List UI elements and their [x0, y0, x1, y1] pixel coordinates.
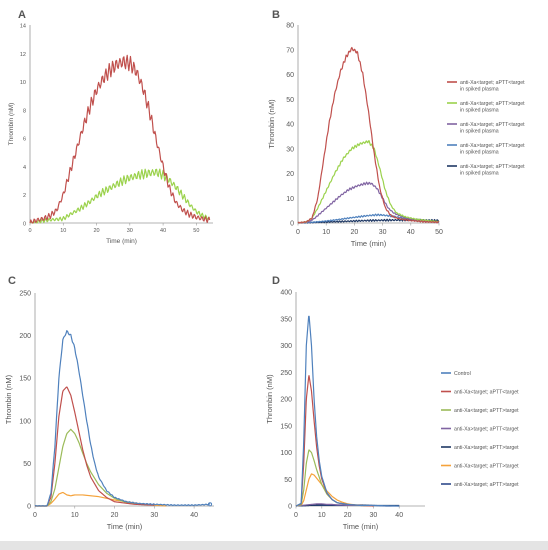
panel-c-x-tick-label: 40 — [190, 512, 198, 519]
panel-b-letter: B — [272, 9, 280, 21]
panel-b-y-tick-label: 70 — [286, 47, 294, 54]
panel-b-y-tick-label: 50 — [286, 97, 294, 104]
panel-c-y-tick-label: 250 — [19, 291, 31, 298]
panel-a-x-tick-label: 20 — [93, 228, 99, 234]
panel-b-y-tick-label: 80 — [286, 23, 294, 30]
panel-b-legend-label-cont: in spiked plasma — [460, 171, 499, 177]
panel-a-letter: A — [18, 9, 26, 21]
panel-d-y-tick-label: 200 — [280, 397, 292, 404]
panel-b-y-tick-label: 10 — [286, 196, 294, 203]
panel-a-series-line — [29, 54, 211, 224]
panel-d-y-tick-label: 400 — [280, 290, 292, 297]
panel-d-x-axis-title: Time (min) — [343, 522, 379, 531]
panel-a-x-axis-title: Time (min) — [106, 238, 137, 245]
panel-d-legend-label: anti-Xa>target; aPTT>target — [454, 445, 519, 451]
panel-c-x-tick-label: 30 — [150, 512, 158, 519]
panel-d-y-tick-label: 250 — [280, 370, 292, 377]
panel-a-y-tick-label: 8 — [23, 108, 26, 114]
panel-a-x-tick-label: 50 — [193, 228, 199, 234]
panel-b-legend-label-cont: in spiked plasma — [460, 87, 499, 93]
panel-b-y-tick-label: 30 — [286, 146, 294, 153]
panel-d-y-tick-label: 0 — [288, 504, 292, 511]
panel-d-legend-label: anti-Xa>target; aPTT>target — [454, 482, 519, 488]
panel-a-y-axis-title: Thrombin (nM) — [8, 103, 15, 146]
panel-b-x-tick-label: 0 — [296, 229, 300, 236]
panel-a-x-tick-label: 30 — [127, 228, 133, 234]
panel-b-legend-label-cont: in spiked plasma — [460, 150, 499, 156]
panel-b-y-tick-label: 40 — [286, 122, 294, 129]
panel-d-y-tick-label: 350 — [280, 316, 292, 323]
panel-c-y-tick-label: 50 — [23, 461, 31, 468]
panel-c-y-tick-label: 150 — [19, 376, 31, 383]
panel-b-legend-label: anti-Xa>target; aPTT>target — [460, 164, 525, 170]
panel-a-x-tick-label: 0 — [28, 228, 31, 234]
panel-d-legend-label: anti-Xa<target; aPTT<target — [454, 390, 519, 396]
panel-c-y-axis-title: Thrombin (nM) — [4, 374, 13, 424]
panel-a-x-tick-label: 40 — [160, 228, 166, 234]
panel-d-y-axis-title: Thrombin (nM) — [265, 374, 274, 424]
panel-b-legend-label-cont: in spiked plasma — [460, 108, 499, 114]
panel-b-y-tick-label: 0 — [290, 221, 294, 228]
bottom-scroll-bar — [0, 541, 548, 550]
panel-a-y-tick-label: 6 — [23, 137, 26, 143]
panel-c-letter: C — [8, 275, 16, 287]
panel-d-legend-label: anti-Xa<target; aPTT>target — [454, 464, 519, 470]
panel-b-y-tick-label: 20 — [286, 171, 294, 178]
panel-c-y-tick-label: 200 — [19, 333, 31, 340]
panel-d-letter: D — [272, 275, 280, 287]
panel-b-legend-label: anti-Xa>target; aPTT>target — [460, 143, 525, 149]
panel-b-x-axis-title: Time (min) — [351, 239, 387, 248]
panel-c-series-line — [34, 330, 211, 507]
panel-b-legend-label: anti-Xa<target; aPTT<target — [460, 80, 525, 86]
panel-c-y-tick-label: 100 — [19, 418, 31, 425]
panel-d-x-tick-label: 0 — [294, 512, 298, 519]
panel-d-x-tick-label: 20 — [344, 512, 352, 519]
panel-d-legend-label: anti-Xa>target; aPTT<target — [454, 427, 519, 433]
panel-b-y-axis-title: Thrombin (nM) — [267, 99, 276, 149]
panel-b-legend-label-cont: in spiked plasma — [460, 129, 499, 135]
panel-a-y-tick-label: 0 — [23, 222, 26, 228]
panel-a-y-tick-label: 10 — [20, 80, 26, 86]
panel-d-y-tick-label: 300 — [280, 343, 292, 350]
panel-d-y-tick-label: 150 — [280, 423, 292, 430]
panel-d-y-tick-label: 100 — [280, 450, 292, 457]
panel-b-legend-label: anti-Xa<target; aPTT>target — [460, 101, 525, 107]
panel-c-x-axis-title: Time (min) — [107, 522, 143, 531]
panel-b-legend-label: anti-Xa>target; aPTT<target — [460, 122, 525, 128]
panel-d-series-line — [295, 315, 400, 507]
panel-b-x-tick-label: 40 — [407, 229, 415, 236]
panel-b-x-tick-label: 10 — [322, 229, 330, 236]
panel-c-x-tick-label: 0 — [33, 512, 37, 519]
panel-c-x-tick-label: 10 — [71, 512, 79, 519]
panel-d-x-tick-label: 30 — [370, 512, 378, 519]
panel-b-series-line — [297, 46, 440, 224]
panel-b-x-tick-label: 30 — [379, 229, 387, 236]
panel-c-series-end-point — [207, 502, 213, 507]
panel-a-series-line — [29, 168, 210, 224]
panel-b-x-tick-label: 20 — [351, 229, 359, 236]
panel-a-y-tick-label: 14 — [20, 24, 26, 30]
panel-d-legend-label: Control — [454, 371, 471, 377]
panel-a-y-tick-label: 2 — [23, 193, 26, 199]
panel-b-series-line — [297, 140, 440, 224]
panel-c-y-tick-label: 0 — [27, 504, 31, 511]
panel-a-x-tick-label: 10 — [60, 228, 66, 234]
panel-c-series-line — [34, 386, 155, 507]
panel-d-legend-label: anti-Xa<target; aPTT>target — [454, 408, 519, 414]
panel-d-x-tick-label: 10 — [318, 512, 326, 519]
panel-d-x-tick-label: 40 — [395, 512, 403, 519]
panel-c-x-tick-label: 20 — [111, 512, 119, 519]
panel-a-y-tick-label: 12 — [20, 52, 26, 58]
panel-b-y-tick-label: 60 — [286, 72, 294, 79]
panel-b-x-tick-label: 50 — [435, 229, 443, 236]
panel-d-y-tick-label: 50 — [284, 477, 292, 484]
panel-a-y-tick-label: 4 — [23, 165, 26, 171]
